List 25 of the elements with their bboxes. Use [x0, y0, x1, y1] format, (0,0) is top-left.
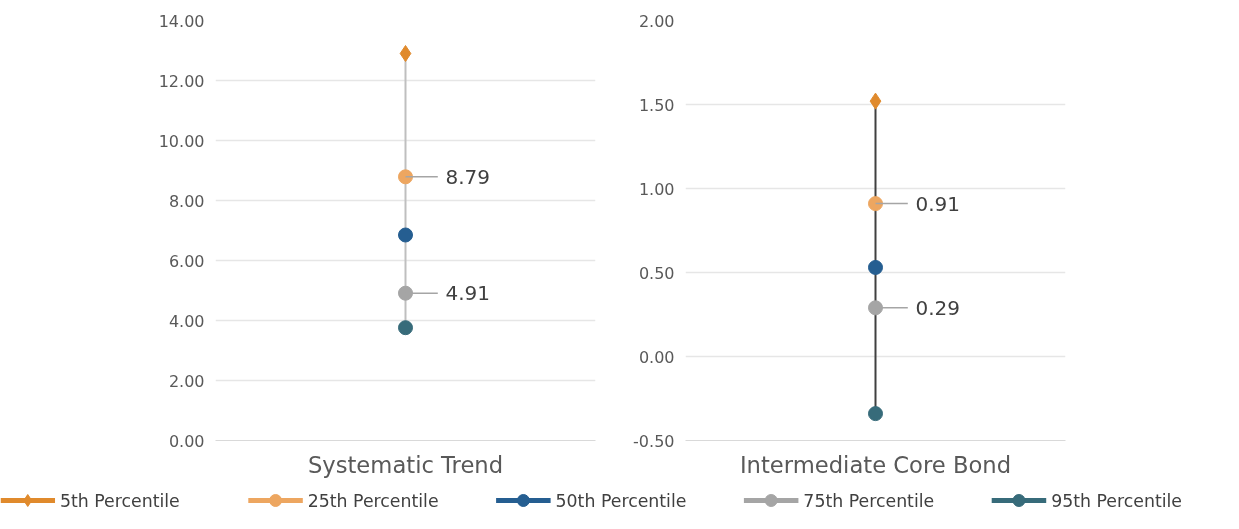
- y-tick-label: 0.00: [638, 347, 675, 367]
- y-tick-label: 6.00: [168, 251, 205, 271]
- y-tick-label: 1.50: [638, 95, 675, 115]
- x-tick-label: Intermediate Core Bond: [739, 451, 1012, 478]
- data-label: 0.29: [915, 295, 961, 320]
- y-tick-label: 2.00: [168, 371, 205, 391]
- legend-label: 95th Percentile: [1051, 490, 1182, 511]
- y-tick-label: 0.00: [168, 431, 205, 451]
- y-tick-label: 1.00: [638, 179, 675, 199]
- x-tick-label: Systematic Trend: [307, 451, 504, 478]
- data-label: 8.79: [445, 164, 491, 189]
- legend-label: 5th Percentile: [59, 490, 180, 511]
- y-tick-label: 8.00: [168, 191, 205, 211]
- y-tick-label: 12.00: [158, 71, 205, 91]
- legend-label: 50th Percentile: [555, 490, 687, 511]
- y-tick-label: -0.50: [633, 431, 675, 451]
- data-label: 4.91: [445, 281, 491, 306]
- y-tick-label: 10.00: [158, 131, 205, 151]
- y-tick-label: 2.00: [638, 11, 675, 31]
- data-label: 0.91: [915, 191, 961, 216]
- legend-label: 75th Percentile: [803, 490, 935, 511]
- y-tick-label: 14.00: [158, 11, 205, 31]
- y-tick-label: 4.00: [168, 311, 205, 331]
- y-tick-label: 0.50: [638, 263, 675, 283]
- legend-label: 25th Percentile: [307, 490, 439, 511]
